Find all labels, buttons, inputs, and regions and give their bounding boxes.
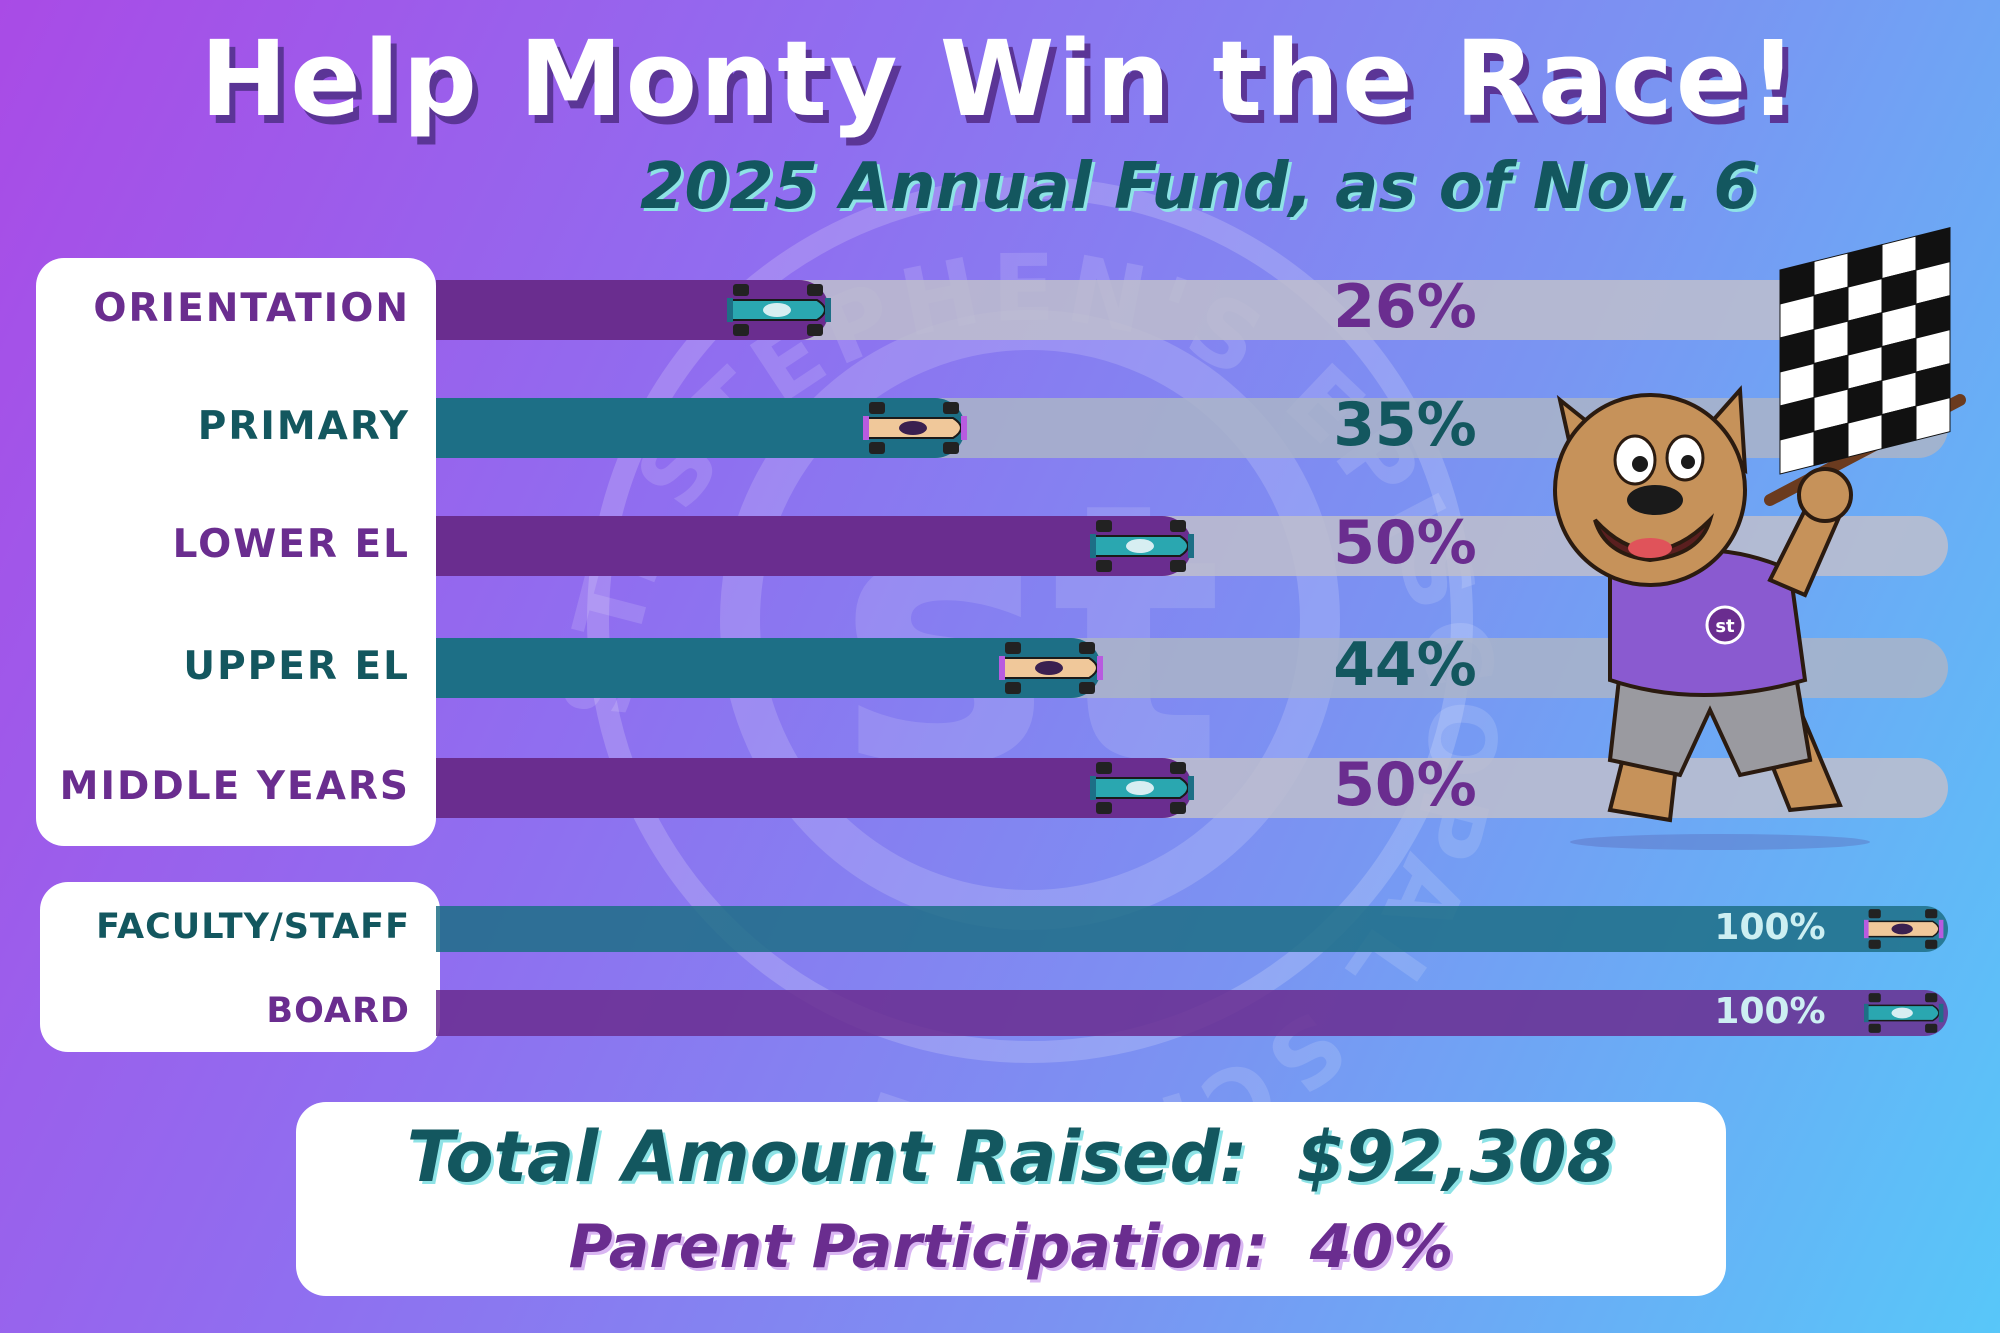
value-label: 35%	[1333, 390, 1477, 460]
category-label: FACULTY/STAFF	[96, 907, 410, 947]
race-car-icon	[1090, 762, 1194, 814]
total-raised-value: $92,308	[1296, 1116, 1616, 1198]
race-car-icon	[1090, 520, 1194, 572]
summary-panel: Total Amount Raised: $92,308 Parent Part…	[296, 1102, 1726, 1296]
bar-fill	[436, 516, 1192, 576]
category-label: LOWER EL	[172, 522, 410, 567]
category-label: UPPER EL	[183, 644, 410, 689]
value-label: 100%	[1714, 991, 1826, 1032]
bar-fill	[436, 758, 1192, 818]
value-label: 100%	[1714, 907, 1826, 948]
category-label: BOARD	[266, 991, 410, 1031]
checkered-flag-icon	[1764, 227, 1966, 506]
race-car-icon	[1864, 993, 1944, 1033]
category-label: PRIMARY	[197, 404, 410, 449]
race-car-icon	[1864, 909, 1944, 949]
value-label: 26%	[1333, 272, 1477, 342]
total-raised-line: Total Amount Raised: $92,308	[296, 1116, 1726, 1198]
category-label: MIDDLE YEARS	[59, 764, 410, 809]
bar-fill	[436, 638, 1101, 698]
bulldog-mascot: st	[1553, 385, 1870, 850]
svg-text:st: st	[1715, 616, 1735, 637]
value-label: 44%	[1333, 630, 1477, 700]
bar-fill	[436, 906, 1948, 952]
svg-text:ST. STEPHEN'S EPISCOPAL SCHOOL: ST. STEPHEN'S EPISCOPAL SCHOOL	[544, 235, 1517, 1207]
value-label: 50%	[1333, 750, 1477, 820]
participation-value: 40%	[1309, 1212, 1454, 1282]
bar-fill	[436, 990, 1948, 1036]
category-label: ORIENTATION	[93, 286, 410, 331]
staff-board-label-panel	[40, 882, 440, 1052]
total-raised-label: Total Amount Raised:	[406, 1116, 1248, 1198]
value-label: 50%	[1333, 508, 1477, 578]
page-subtitle: 2025 Annual Fund, as of Nov. 6	[640, 150, 1758, 224]
parent-participation-line: Parent Participation: 40%	[296, 1212, 1726, 1282]
division-label-panel	[36, 258, 436, 846]
watermark-text: ST. STEPHEN'S EPISCOPAL SCHOOL	[544, 235, 1509, 1207]
page-title: Help Monty Win the Race!	[200, 18, 1800, 140]
participation-label: Parent Participation:	[568, 1212, 1268, 1282]
race-car-icon	[727, 284, 831, 336]
race-car-icon	[999, 642, 1103, 694]
race-car-icon	[863, 402, 967, 454]
